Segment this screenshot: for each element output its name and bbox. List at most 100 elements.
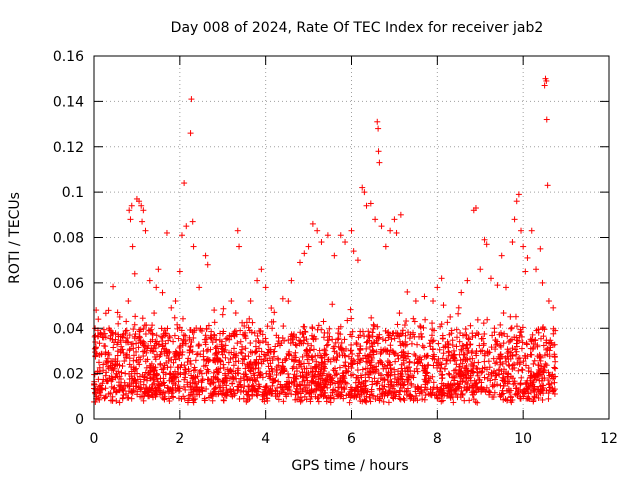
data-point	[297, 398, 304, 405]
data-point	[262, 284, 269, 291]
data-point	[123, 352, 130, 359]
data-point	[440, 302, 447, 309]
data-point	[391, 371, 398, 378]
data-point	[110, 366, 117, 373]
data-point	[149, 322, 156, 329]
data-point	[551, 353, 558, 360]
data-point	[394, 321, 401, 328]
data-point	[189, 348, 196, 355]
data-point	[548, 380, 555, 387]
data-point	[128, 395, 135, 402]
data-point	[464, 356, 471, 363]
data-point	[507, 397, 514, 404]
data-point	[96, 389, 103, 396]
data-point	[130, 345, 137, 352]
data-point	[539, 396, 546, 403]
data-point	[342, 369, 349, 376]
data-point	[146, 277, 153, 284]
data-point	[136, 334, 143, 341]
y-tick-label: 0.04	[53, 321, 84, 337]
data-point	[367, 200, 374, 207]
data-point	[198, 370, 205, 377]
data-point	[175, 335, 182, 342]
data-point	[386, 351, 393, 358]
data-point	[160, 375, 167, 382]
data-point	[358, 391, 365, 398]
data-point	[348, 341, 355, 348]
data-point	[140, 376, 147, 383]
y-tick-labels: 0 0.02 0.04 0.06 0.08 0.1 0.12 0.14 0.16	[53, 49, 84, 428]
data-point	[97, 329, 104, 336]
data-point	[474, 372, 481, 379]
data-point	[140, 325, 147, 332]
data-point	[469, 333, 476, 340]
data-point	[183, 223, 190, 230]
data-point	[450, 377, 457, 384]
data-point	[376, 159, 383, 166]
data-point	[138, 202, 145, 209]
data-point	[392, 393, 399, 400]
data-point	[503, 358, 510, 365]
data-point	[528, 227, 535, 234]
data-point	[456, 383, 463, 390]
data-point	[310, 346, 317, 353]
data-point	[358, 381, 365, 388]
data-point	[513, 198, 520, 205]
data-point	[423, 378, 430, 385]
data-point	[417, 359, 424, 366]
data-point	[257, 371, 264, 378]
data-point	[363, 202, 370, 209]
data-point	[189, 392, 196, 399]
data-point	[340, 395, 347, 402]
data-point	[550, 330, 557, 337]
data-point	[166, 377, 173, 384]
data-point	[227, 367, 234, 374]
data-point	[225, 359, 232, 366]
data-point	[424, 352, 431, 359]
data-point	[525, 368, 532, 375]
data-point	[317, 391, 324, 398]
data-point	[302, 384, 309, 391]
data-point	[357, 332, 364, 339]
data-point	[150, 387, 157, 394]
data-point	[500, 340, 507, 347]
data-point	[369, 365, 376, 372]
data-point	[139, 218, 146, 225]
data-point	[507, 313, 514, 320]
data-point	[269, 325, 276, 332]
data-point	[540, 333, 547, 340]
data-point	[471, 389, 478, 396]
data-point	[281, 337, 288, 344]
data-point	[451, 351, 458, 358]
data-point	[112, 388, 119, 395]
data-point	[244, 361, 251, 368]
data-point	[219, 311, 226, 318]
data-point	[209, 397, 216, 404]
data-point	[314, 383, 321, 390]
data-point	[135, 344, 142, 351]
data-point	[268, 365, 275, 372]
data-point	[462, 379, 469, 386]
data-point	[405, 329, 412, 336]
data-point	[408, 382, 415, 389]
data-point	[234, 227, 241, 234]
data-point	[447, 393, 454, 400]
data-point	[419, 342, 426, 349]
data-point	[178, 361, 185, 368]
data-point	[320, 334, 327, 341]
data-point	[259, 396, 266, 403]
data-point	[303, 336, 310, 343]
data-point	[118, 369, 125, 376]
data-point	[474, 399, 481, 406]
data-point	[115, 331, 122, 338]
data-point	[414, 397, 421, 404]
data-point	[184, 379, 191, 386]
data-point	[394, 381, 401, 388]
data-point	[504, 378, 511, 385]
data-point	[187, 343, 194, 350]
data-point	[397, 338, 404, 345]
data-point	[161, 393, 168, 400]
data-point	[112, 374, 119, 381]
data-point	[205, 322, 212, 329]
data-point	[192, 366, 199, 373]
